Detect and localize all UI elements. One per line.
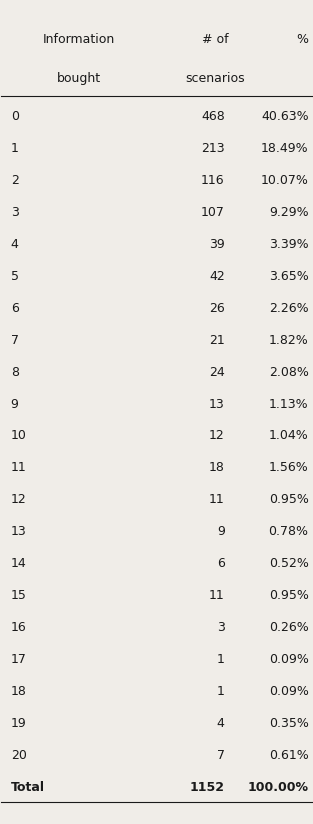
Text: 0.95%: 0.95% <box>269 589 309 602</box>
Text: scenarios: scenarios <box>186 72 245 85</box>
Text: # of: # of <box>202 33 229 45</box>
Text: 2.26%: 2.26% <box>269 302 309 315</box>
Text: 3.65%: 3.65% <box>269 269 309 283</box>
Text: 0.78%: 0.78% <box>269 525 309 538</box>
Text: 1: 1 <box>217 685 225 698</box>
Text: 5: 5 <box>11 269 19 283</box>
Text: 13: 13 <box>11 525 26 538</box>
Text: 2.08%: 2.08% <box>269 366 309 378</box>
Text: 26: 26 <box>209 302 225 315</box>
Text: 42: 42 <box>209 269 225 283</box>
Text: 1: 1 <box>11 142 18 155</box>
Text: 0.26%: 0.26% <box>269 621 309 634</box>
Text: 19: 19 <box>11 717 26 730</box>
Text: 0.52%: 0.52% <box>269 557 309 570</box>
Text: 14: 14 <box>11 557 26 570</box>
Text: 4: 4 <box>11 238 18 250</box>
Text: 18: 18 <box>11 685 27 698</box>
Text: 6: 6 <box>217 557 225 570</box>
Text: 213: 213 <box>201 142 225 155</box>
Text: 17: 17 <box>11 653 27 666</box>
Text: 18.49%: 18.49% <box>261 142 309 155</box>
Text: 12: 12 <box>209 429 225 442</box>
Text: 468: 468 <box>201 110 225 123</box>
Text: 1.56%: 1.56% <box>269 461 309 475</box>
Text: 11: 11 <box>11 461 26 475</box>
Text: Information: Information <box>43 33 115 45</box>
Text: 24: 24 <box>209 366 225 378</box>
Text: 4: 4 <box>217 717 225 730</box>
Text: 0.09%: 0.09% <box>269 685 309 698</box>
Text: 11: 11 <box>209 494 225 506</box>
Text: 21: 21 <box>209 334 225 347</box>
Text: 0.09%: 0.09% <box>269 653 309 666</box>
Text: 0.95%: 0.95% <box>269 494 309 506</box>
Text: 40.63%: 40.63% <box>261 110 309 123</box>
Text: 10: 10 <box>11 429 27 442</box>
Text: 100.00%: 100.00% <box>248 781 309 794</box>
Text: 7: 7 <box>11 334 19 347</box>
Text: 9.29%: 9.29% <box>269 206 309 219</box>
Text: 9: 9 <box>11 397 18 410</box>
Text: 15: 15 <box>11 589 27 602</box>
Text: 107: 107 <box>201 206 225 219</box>
Text: 1.04%: 1.04% <box>269 429 309 442</box>
Text: %: % <box>296 33 309 45</box>
Text: 1152: 1152 <box>190 781 225 794</box>
Text: 10.07%: 10.07% <box>261 174 309 187</box>
Text: 1: 1 <box>217 653 225 666</box>
Text: 2: 2 <box>11 174 18 187</box>
Text: Total: Total <box>11 781 45 794</box>
Text: 3: 3 <box>11 206 18 219</box>
Text: 0: 0 <box>11 110 19 123</box>
Text: 3.39%: 3.39% <box>269 238 309 250</box>
Text: 16: 16 <box>11 621 26 634</box>
Text: 1.13%: 1.13% <box>269 397 309 410</box>
Text: 18: 18 <box>209 461 225 475</box>
Text: 3: 3 <box>217 621 225 634</box>
Text: bought: bought <box>57 72 101 85</box>
Text: 39: 39 <box>209 238 225 250</box>
Text: 6: 6 <box>11 302 18 315</box>
Text: 7: 7 <box>217 749 225 762</box>
Text: 0.61%: 0.61% <box>269 749 309 762</box>
Text: 9: 9 <box>217 525 225 538</box>
Text: 11: 11 <box>209 589 225 602</box>
Text: 1.82%: 1.82% <box>269 334 309 347</box>
Text: 13: 13 <box>209 397 225 410</box>
Text: 12: 12 <box>11 494 26 506</box>
Text: 0.35%: 0.35% <box>269 717 309 730</box>
Text: 116: 116 <box>201 174 225 187</box>
Text: 20: 20 <box>11 749 27 762</box>
Text: 8: 8 <box>11 366 19 378</box>
